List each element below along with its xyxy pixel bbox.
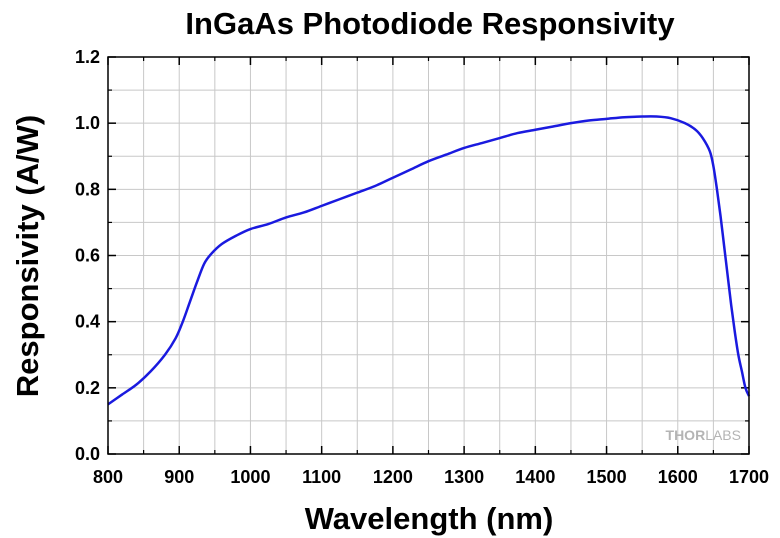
y-tick-label: 1.0 [75,113,100,133]
x-tick-label: 1500 [587,467,627,487]
x-tick-label: 1400 [515,467,555,487]
series-line-responsivity [107,115,751,406]
y-axis-label: Responsivity (A/W) [10,115,45,397]
y-tick-label: 0.0 [75,444,100,464]
grid [107,56,750,455]
plot-frame [107,56,750,455]
x-tick-label: 1200 [373,467,413,487]
y-tick-label: 0.2 [75,378,100,398]
x-tick-label: 1600 [658,467,698,487]
x-tick-label: 1000 [230,467,270,487]
thorlabs-watermark: THORLABS [666,427,741,443]
watermark-labs: LABS [705,427,741,443]
x-tick-label: 1300 [444,467,484,487]
y-tick-label: 0.6 [75,246,100,266]
x-tick-labels: 800 900 1000 1100 1200 1300 1400 1500 1600 1700 [93,467,769,487]
y-tick-label: 0.8 [75,179,100,199]
svg-text:THORLABS: THORLABS [666,427,741,443]
y-tick-label: 1.2 [75,47,100,67]
y-tick-labels: 0.0 0.2 0.4 0.6 0.8 1.0 1.2 [75,47,100,464]
chart-title: InGaAs Photodiode Responsivity [185,6,675,41]
watermark-thor: THOR [666,427,706,443]
x-tick-label: 900 [164,467,194,487]
x-axis-label: Wavelength (nm) [305,501,554,536]
x-tick-label: 1700 [729,467,769,487]
y-tick-label: 0.4 [75,312,100,332]
x-tick-label: 1100 [302,467,341,487]
x-tick-label: 800 [93,467,123,487]
